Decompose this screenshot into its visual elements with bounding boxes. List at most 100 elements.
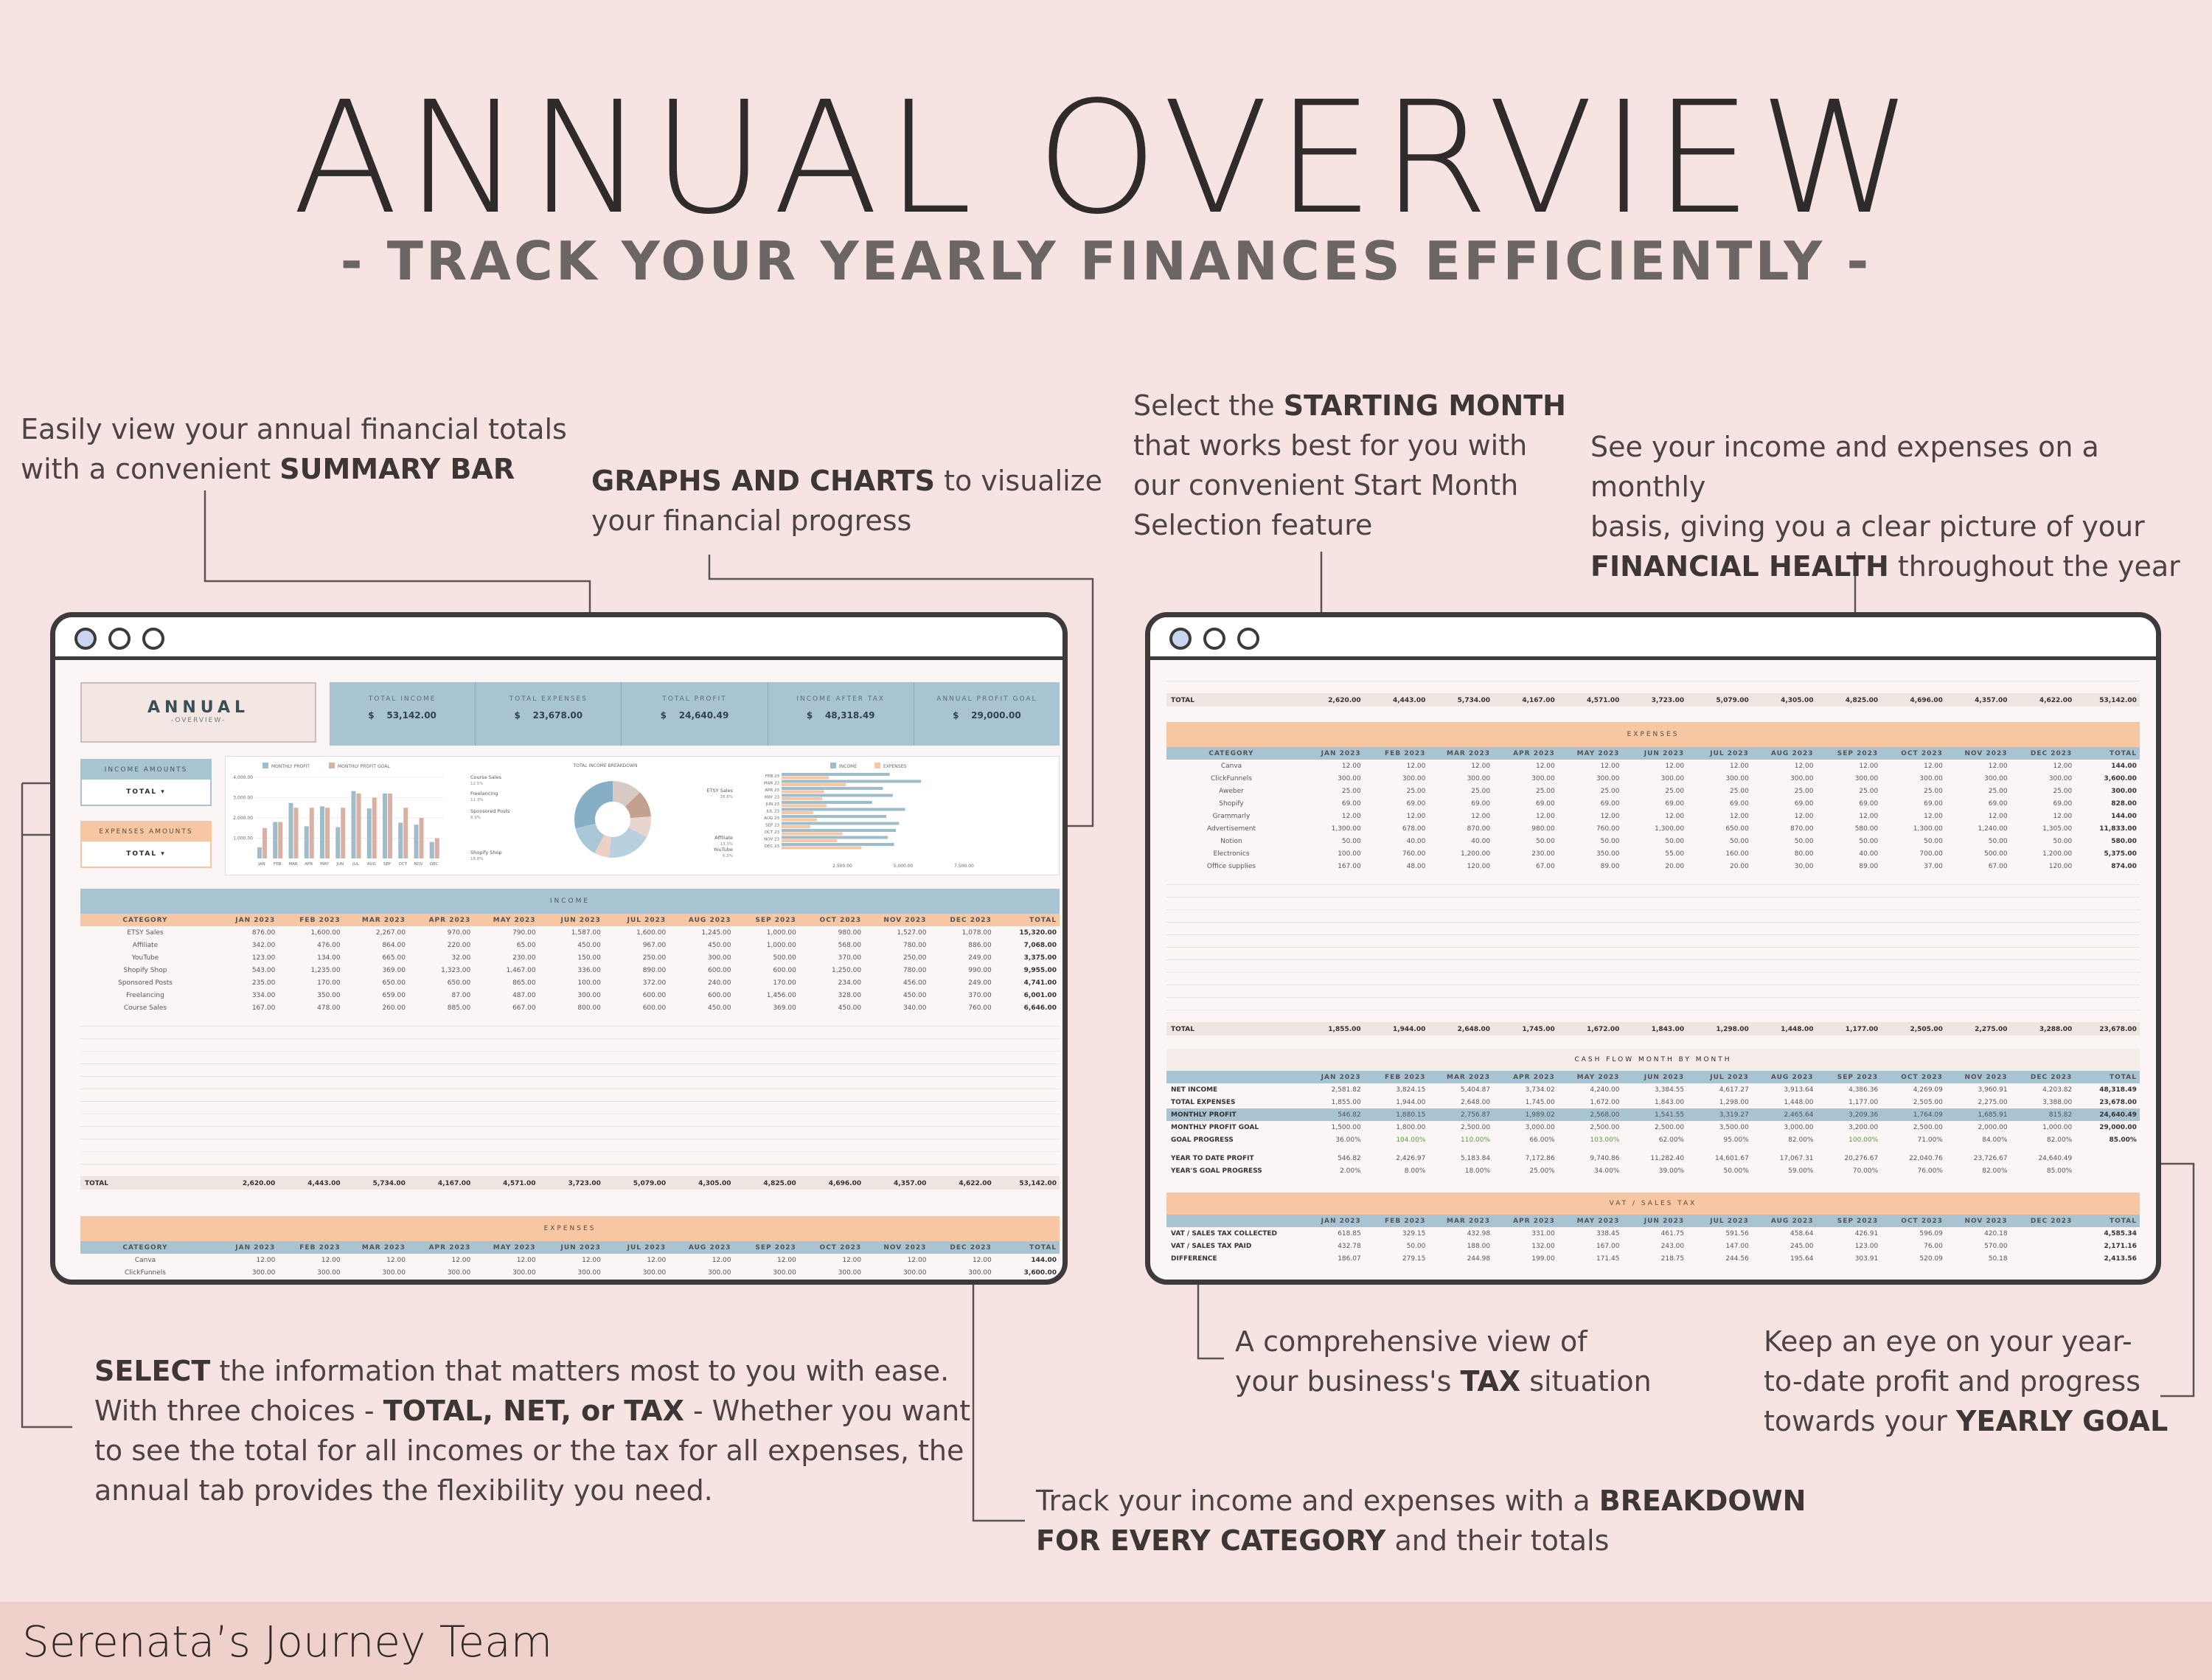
cell-value: 543.00 <box>251 966 276 974</box>
cell-value: 790.00 <box>512 928 536 937</box>
cell-value: 20.00 <box>1730 862 1749 870</box>
cell-value: 300.00 <box>1338 774 1361 782</box>
cell-value: 350.00 <box>317 991 341 999</box>
x-tick-label: JUN <box>335 862 344 867</box>
income-table-tail: TOTAL 2,620.00 4,443.00 5,734.00 4,167.00 4,5… <box>1166 669 2140 713</box>
cell-value: 110.00% <box>1461 1136 1491 1144</box>
bar <box>309 808 314 858</box>
bar <box>782 773 890 776</box>
cashflow-row: NET INCOME 2,581.82 3,824.15 5,404.87 3,734.… <box>1166 1083 2140 1096</box>
cell-value: 260.00 <box>382 1004 406 1012</box>
window-dot-icon[interactable] <box>1169 628 1192 650</box>
income-amounts-selector[interactable]: INCOME AMOUNTS TOTAL ▾ <box>80 759 212 806</box>
cell-value: 2,426.97 <box>1396 1154 1426 1162</box>
row-label: Office supplies <box>1206 862 1256 870</box>
cell-value: 458.64 <box>1790 1229 1814 1238</box>
row-label: YEAR'S GOAL PROGRESS <box>1171 1167 1262 1175</box>
legend-label: MONTHLY PROFIT GOAL <box>338 764 390 769</box>
cashflow-row: MONTHLY PROFIT GOAL 1,500.00 1,800.00 2,500… <box>1166 1121 2140 1134</box>
window-dot-icon[interactable] <box>1203 628 1225 650</box>
cell-value: 650.00 <box>1725 825 1749 833</box>
ytd-row: YEAR'S GOAL PROGRESS 2.00% 8.00% 18.00% 25.0… <box>1166 1164 2140 1177</box>
y-tick-label: MAR 23 <box>764 782 780 786</box>
summary-label: ANNUAL PROFIT GOAL <box>936 695 1037 703</box>
column-header: SEP 2023 <box>1837 1217 1879 1225</box>
cell-value: 461.75 <box>1660 1229 1685 1238</box>
cell-value: 87.00 <box>451 991 471 999</box>
cell-value: 32.00 <box>451 954 471 962</box>
cell-value: 12.00 <box>1730 762 1749 770</box>
cell-value: 2,413.56 <box>2104 1254 2137 1263</box>
cell-value: 12.00 <box>256 1256 276 1264</box>
x-tick-label: AUG <box>367 862 376 867</box>
cell-value: 2,620.00 <box>242 1179 276 1187</box>
cell-value: 134.00 <box>317 954 341 962</box>
cell-value: 1,177.00 <box>1848 1098 1879 1106</box>
cell-value: 12.00 <box>1665 812 1685 820</box>
cell-value: 2,620.00 <box>1328 696 1361 704</box>
x-tick-label: 2,500.00 <box>832 864 852 869</box>
window-dot-icon[interactable] <box>1237 628 1259 650</box>
cell-value: 186.07 <box>1338 1254 1361 1263</box>
monthly-profit-chart: MONTHLY PROFIT MONTHLY PROFIT GOAL 4,000.0… <box>233 763 443 867</box>
row-label: Affiliate <box>132 941 159 949</box>
cell-value: 50.00 <box>1341 837 1361 845</box>
x-tick-label: SEP <box>383 862 392 867</box>
cell-value: 1,944.00 <box>1396 1098 1426 1106</box>
cell-value: 12.00 <box>907 1256 927 1264</box>
row-label: VAT / SALES TAX PAID <box>1171 1242 1252 1250</box>
cell-value: 300.00 <box>1402 774 1426 782</box>
cell-value: 426.91 <box>1854 1229 1879 1238</box>
column-header: AUG 2023 <box>688 916 731 924</box>
column-header: NOV 2023 <box>883 1243 927 1252</box>
cell-value: 62.00% <box>1658 1136 1685 1144</box>
summary-value: $ 48,318.49 <box>806 710 875 721</box>
column-header: SEP 2023 <box>1837 1073 1879 1081</box>
summary-value: $ 23,678.00 <box>514 710 583 721</box>
cell-value: 300.00 <box>512 1268 536 1277</box>
window-dot-icon[interactable] <box>108 628 131 650</box>
cell-value: 1,843.00 <box>1655 1098 1685 1106</box>
window-dot-icon[interactable] <box>74 628 97 650</box>
bar <box>782 780 922 783</box>
chevron-down-icon[interactable]: ▾ <box>161 850 166 858</box>
cell-value: 300.00 <box>773 1268 796 1277</box>
cell-value: 2,568.00 <box>1590 1111 1620 1119</box>
cell-value: 2,756.87 <box>1460 1111 1491 1119</box>
row-label: Canva <box>134 1256 156 1264</box>
expenses-amounts-dropdown[interactable]: TOTAL ▾ <box>126 850 166 858</box>
row-label: YouTube <box>131 954 159 962</box>
cell-value: 39.00% <box>1658 1167 1685 1175</box>
row-label: Advertisement <box>1206 825 1256 833</box>
column-header: OCT 2023 <box>1901 749 1943 757</box>
cell-value: 50.00 <box>1859 837 1879 845</box>
expenses-amounts-selector[interactable]: EXPENSES AMOUNTS TOTAL ▾ <box>80 821 212 868</box>
ytd-row: YEAR TO DATE PROFIT 546.82 2,426.97 5,183.8… <box>1166 1152 2140 1164</box>
bar <box>782 829 896 832</box>
bar <box>782 836 888 839</box>
cell-value: 25.00 <box>734 1282 799 1285</box>
cell-value: 144.00 <box>1031 1256 1057 1264</box>
cell-value: 5,404.87 <box>1460 1086 1491 1094</box>
column-header: TOTAL <box>1029 916 1057 924</box>
table-row <box>1166 681 2140 694</box>
cell-value: 3,209.36 <box>1848 1111 1879 1119</box>
income-amounts-dropdown[interactable]: TOTAL ▾ <box>126 788 166 796</box>
window-dot-icon[interactable] <box>142 628 164 650</box>
cell-value: 665.00 <box>382 954 406 962</box>
cell-value: 300.00 <box>1725 774 1749 782</box>
chevron-down-icon[interactable]: ▾ <box>161 788 166 796</box>
table-row <box>80 1102 1060 1114</box>
bar <box>273 822 278 858</box>
cell-value: 3,200.00 <box>1848 1123 1879 1131</box>
bar <box>782 790 824 794</box>
right-spreadsheet-window: TOTAL 2,620.00 4,443.00 5,734.00 4,167.00 4,5… <box>1145 612 2161 1285</box>
column-header: DEC 2023 <box>2030 749 2073 757</box>
cell-value: 1,200.00 <box>2042 850 2073 858</box>
table-row <box>1166 973 2140 985</box>
bar <box>782 797 823 800</box>
window-title-bar <box>1150 617 2156 660</box>
cell-value: 3,384.55 <box>1655 1086 1685 1094</box>
cell-value: 12.00 <box>1794 812 1814 820</box>
row-label: Aweber <box>80 1282 213 1285</box>
